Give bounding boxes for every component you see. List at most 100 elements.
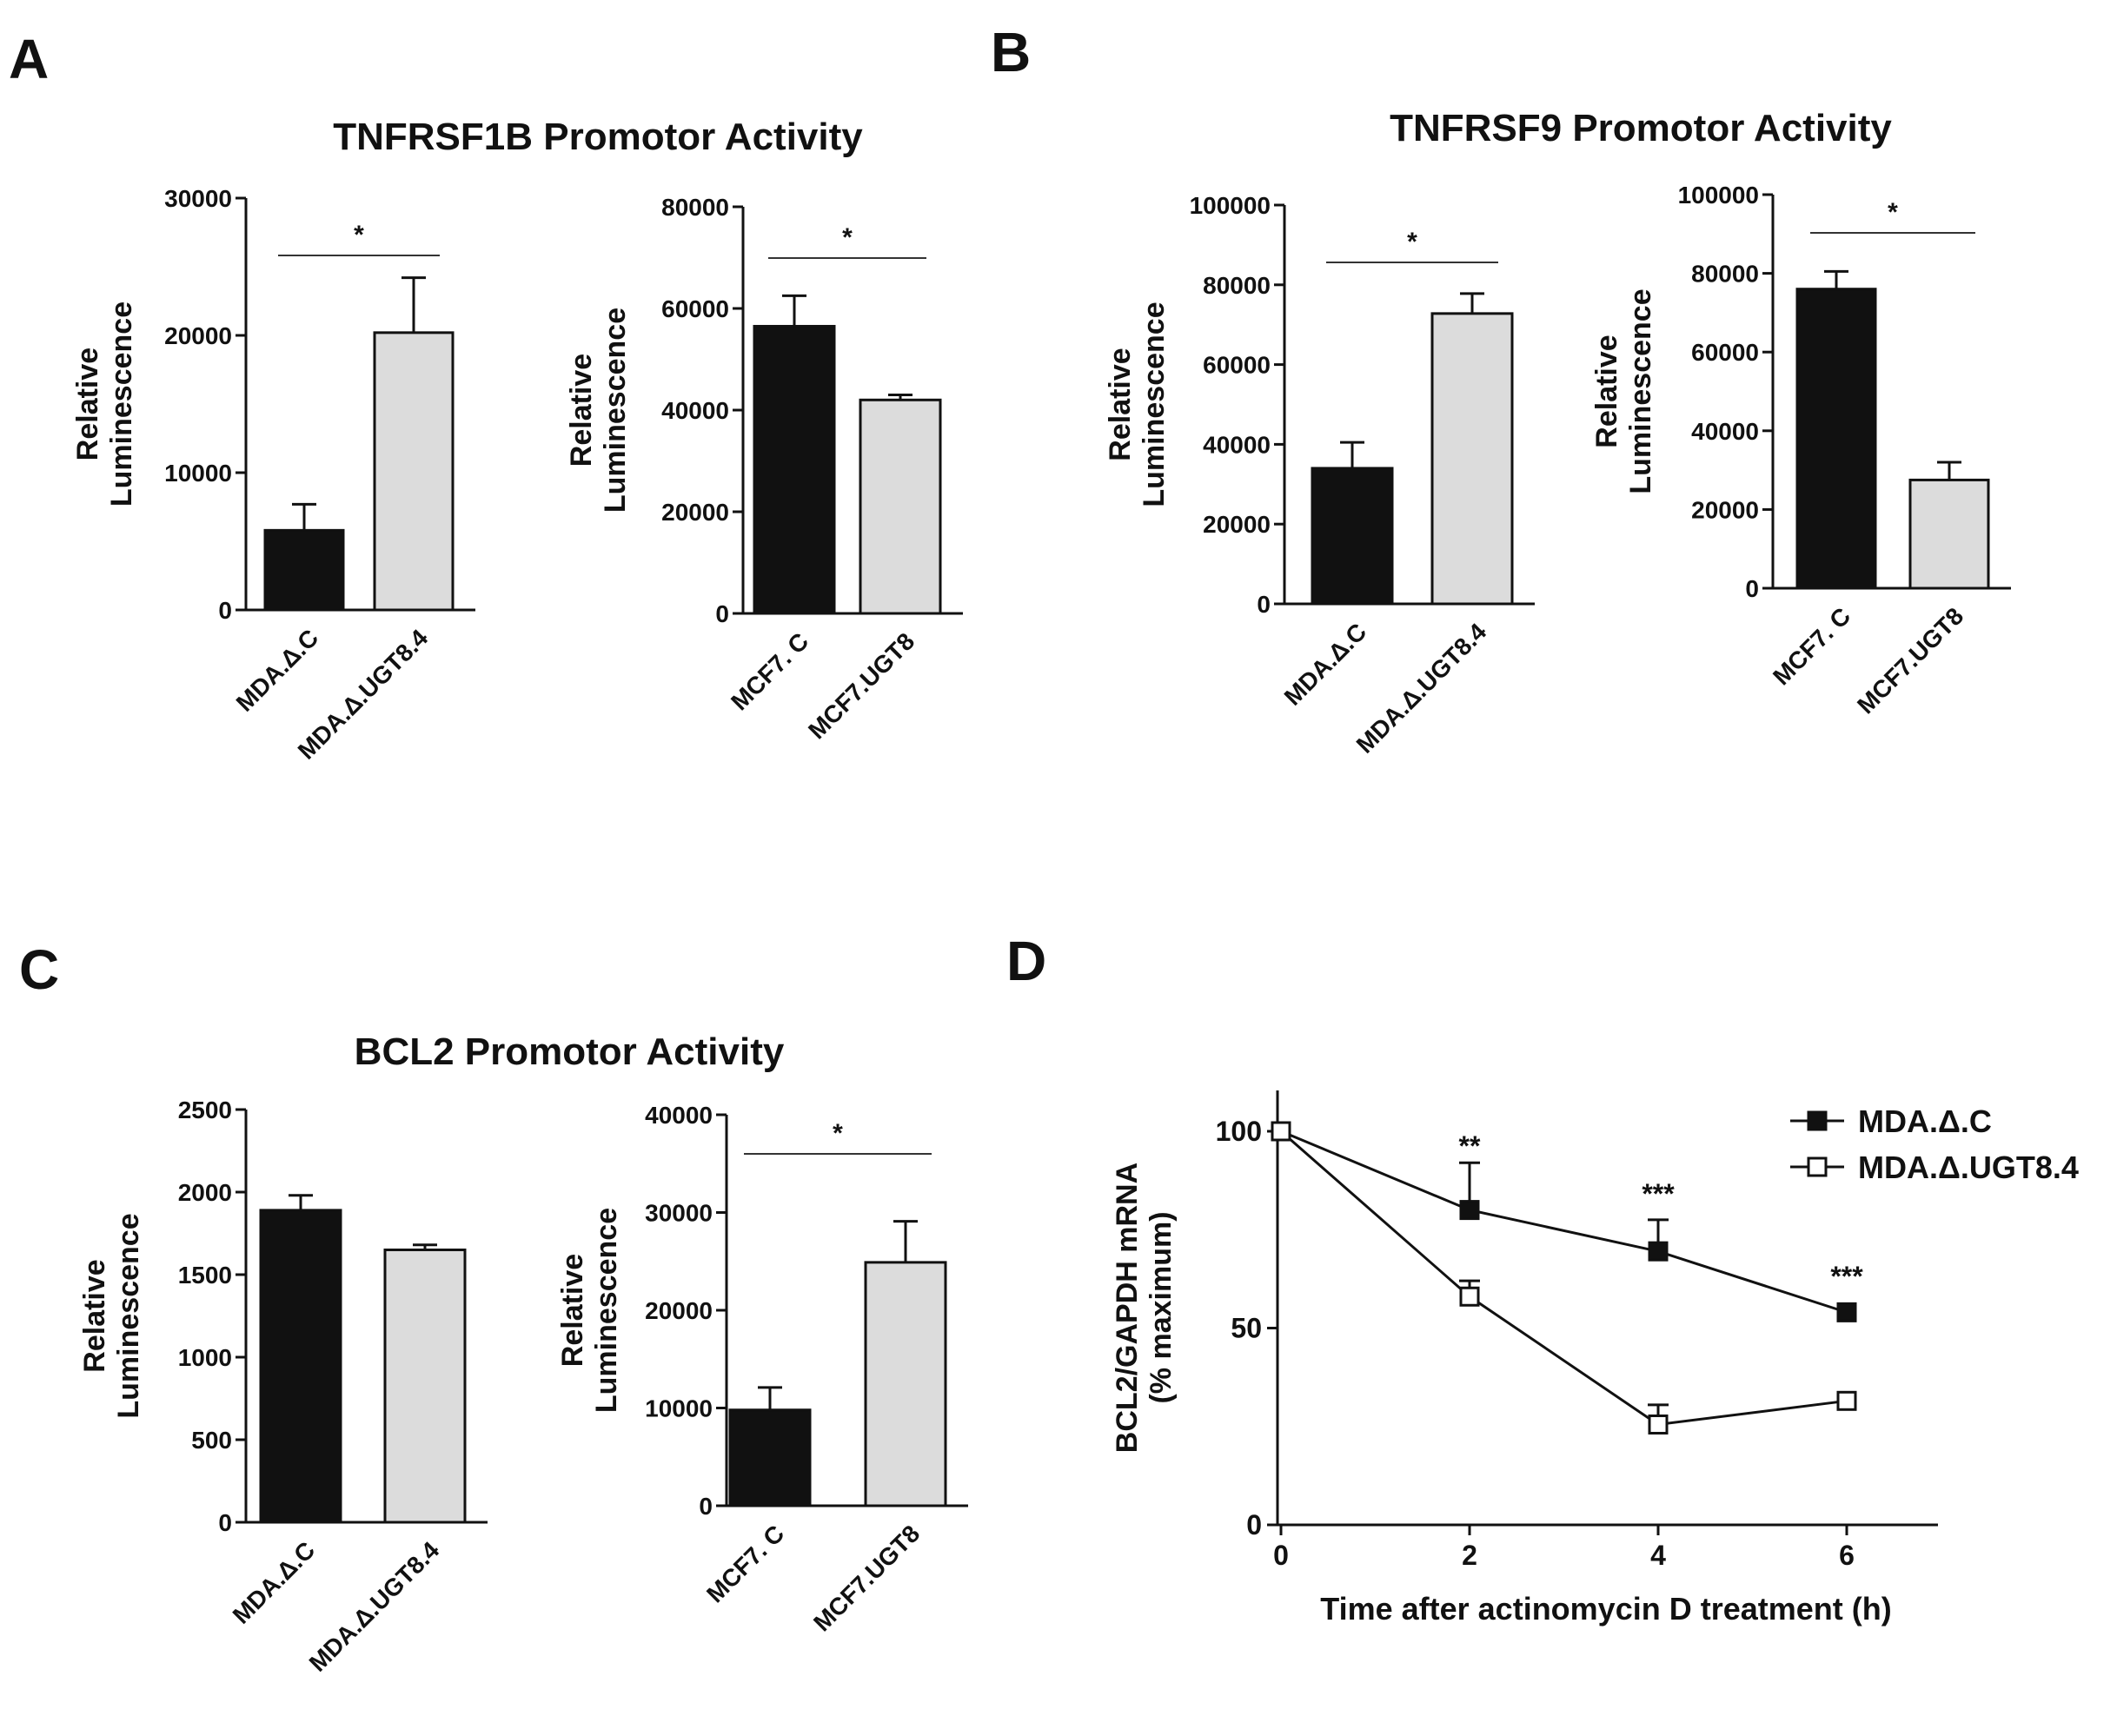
y-tick-label: 40000 — [645, 1102, 713, 1129]
y-tick-label: 80000 — [1203, 272, 1271, 299]
title-tnfrsf1b: TNFRSF1B Promotor Activity — [333, 116, 863, 158]
legend-marker — [1807, 1156, 1828, 1177]
y-tick-label: 0 — [218, 597, 232, 624]
bar-2 — [864, 1261, 947, 1507]
y-tick-label: 50 — [1231, 1313, 1262, 1344]
data-point — [1836, 1302, 1857, 1322]
y-tick-label: 100000 — [1678, 182, 1759, 209]
significance-star: * — [1407, 228, 1417, 256]
chart-a-tnfrsf1b-mda: 0 10000 20000 30000 RelativeLuminescence MDA.… — [71, 185, 475, 765]
y-axis-label-line: Luminescence — [105, 301, 138, 507]
data-point — [1271, 1121, 1291, 1142]
legend-marker — [1807, 1110, 1828, 1131]
y-tick-label: 1000 — [178, 1344, 232, 1371]
series-line-2 — [1280, 1130, 1848, 1427]
y-axis-label-line: Luminescence — [112, 1213, 145, 1418]
significance-annotation: ** — [1459, 1130, 1481, 1162]
x-tick-label: 4 — [1650, 1540, 1666, 1571]
y-tick-label: 40000 — [1691, 418, 1759, 445]
y-tick-label: 20000 — [164, 322, 232, 349]
y-tick-label: 100 — [1216, 1116, 1262, 1147]
legend-label: MDA.Δ.C — [1858, 1103, 1992, 1139]
significance-annotation: *** — [1642, 1178, 1675, 1209]
category-label: MCF7.UGT8 — [1852, 602, 1968, 719]
y-axis-label-line: Luminescence — [1624, 288, 1657, 494]
bar-1 — [753, 324, 836, 615]
legend-label: MDA.Δ.UGT8.4 — [1858, 1150, 2079, 1185]
significance-star: * — [354, 221, 364, 249]
category-label: MCF7. C — [701, 1520, 789, 1607]
y-axis-label-line: (% maximum) — [1145, 1211, 1178, 1403]
y-axis-label-line: Relative — [71, 348, 104, 461]
panel-label-c: C — [19, 938, 59, 1001]
y-axis-label: RelativeLuminescence — [1590, 288, 1657, 494]
chart-a-tnfrsf1b-mcf7: 0 20000 40000 60000 80000 RelativeLuminescenc… — [565, 194, 963, 744]
y-tick-label: 2000 — [178, 1179, 232, 1206]
y-axis-label-line: Luminescence — [1138, 301, 1171, 507]
bar-1 — [1311, 467, 1394, 606]
significance-star: * — [1888, 198, 1898, 227]
y-tick-label: 20000 — [1203, 511, 1271, 538]
bar-2 — [1908, 478, 1990, 590]
data-point — [1459, 1200, 1480, 1221]
y-axis-label: RelativeLuminescence — [565, 308, 632, 513]
significance-star: * — [833, 1119, 843, 1148]
y-axis-label: RelativeLuminescence — [1104, 301, 1171, 507]
y-axis-label-line: Relative — [556, 1254, 589, 1367]
category-label: MCF7.UGT8 — [808, 1520, 925, 1636]
y-tick-label: 20000 — [1691, 496, 1759, 523]
x-tick-label: 2 — [1462, 1540, 1477, 1571]
significance-annotation: *** — [1830, 1261, 1863, 1292]
y-tick-label: 0 — [715, 600, 729, 627]
x-tick-label: 0 — [1273, 1540, 1289, 1571]
chart-d-mrna-decay: 0 50 100 0 2 4 6 BCL2/GAPDH mRNA(% maximum) Time… — [1111, 1090, 2079, 1627]
y-tick-label: 0 — [1257, 591, 1271, 618]
y-tick-label: 20000 — [661, 499, 729, 526]
y-tick-label: 80000 — [661, 194, 729, 221]
bar-1 — [1795, 288, 1877, 590]
y-tick-label: 1500 — [178, 1262, 232, 1289]
y-axis-label-line: Relative — [565, 354, 598, 467]
y-axis-label: RelativeLuminescence — [556, 1208, 623, 1413]
category-label: MCF7. C — [726, 627, 813, 715]
bar-2 — [373, 331, 455, 612]
y-axis-label-line: BCL2/GAPDH mRNA — [1111, 1163, 1144, 1453]
category-label: MDA.Δ.C — [231, 624, 324, 717]
y-tick-label: 2500 — [178, 1097, 232, 1123]
series-line-1 — [1280, 1130, 1848, 1314]
panel-label-b: B — [991, 21, 1031, 83]
category-label: MDA.Δ.C — [228, 1536, 321, 1629]
bar-1 — [263, 528, 345, 612]
bar-1 — [728, 1408, 812, 1507]
y-tick-label: 20000 — [645, 1297, 713, 1324]
category-label: MDA.Δ.C — [1279, 618, 1372, 711]
panel-label-a: A — [9, 28, 49, 90]
chart-b-tnfrsf9-mda: 0 20000 40000 60000 80000 100000 RelativeLumin… — [1104, 192, 1535, 759]
panel-label-d: D — [1006, 930, 1046, 992]
y-tick-label: 0 — [218, 1509, 232, 1536]
x-axis-label: Time after actinomycin D treatment (h) — [1320, 1591, 1891, 1627]
y-tick-label: 0 — [1246, 1509, 1262, 1541]
y-tick-label: 80000 — [1691, 261, 1759, 288]
chart-b-tnfrsf9-mcf7: 0 20000 40000 60000 80000 100000 RelativeLumin… — [1590, 182, 2011, 719]
category-label: MDA.Δ.UGT8.4 — [1351, 618, 1492, 759]
y-tick-label: 30000 — [645, 1200, 713, 1227]
chart-c-bcl2-mcf7: 0 10000 20000 30000 40000 RelativeLuminescenc… — [556, 1102, 968, 1636]
category-label: MCF7. C — [1768, 602, 1855, 690]
y-tick-label: 40000 — [661, 397, 729, 424]
y-axis-label: BCL2/GAPDH mRNA(% maximum) — [1111, 1163, 1178, 1453]
title-tnfrsf9: TNFRSF9 Promotor Activity — [1390, 107, 1892, 149]
y-tick-label: 500 — [191, 1427, 232, 1454]
y-tick-label: 0 — [699, 1493, 713, 1520]
data-point — [1648, 1241, 1669, 1262]
y-axis-label-line: Luminescence — [599, 308, 632, 513]
y-axis-label: RelativeLuminescence — [78, 1213, 145, 1418]
y-tick-label: 0 — [1745, 575, 1759, 602]
bar-1 — [259, 1209, 342, 1524]
y-tick-label: 10000 — [645, 1395, 713, 1422]
bar-2 — [1430, 312, 1514, 606]
x-tick-label: 6 — [1839, 1540, 1855, 1571]
bar-2 — [859, 398, 942, 615]
y-axis-label-line: Relative — [78, 1259, 111, 1372]
